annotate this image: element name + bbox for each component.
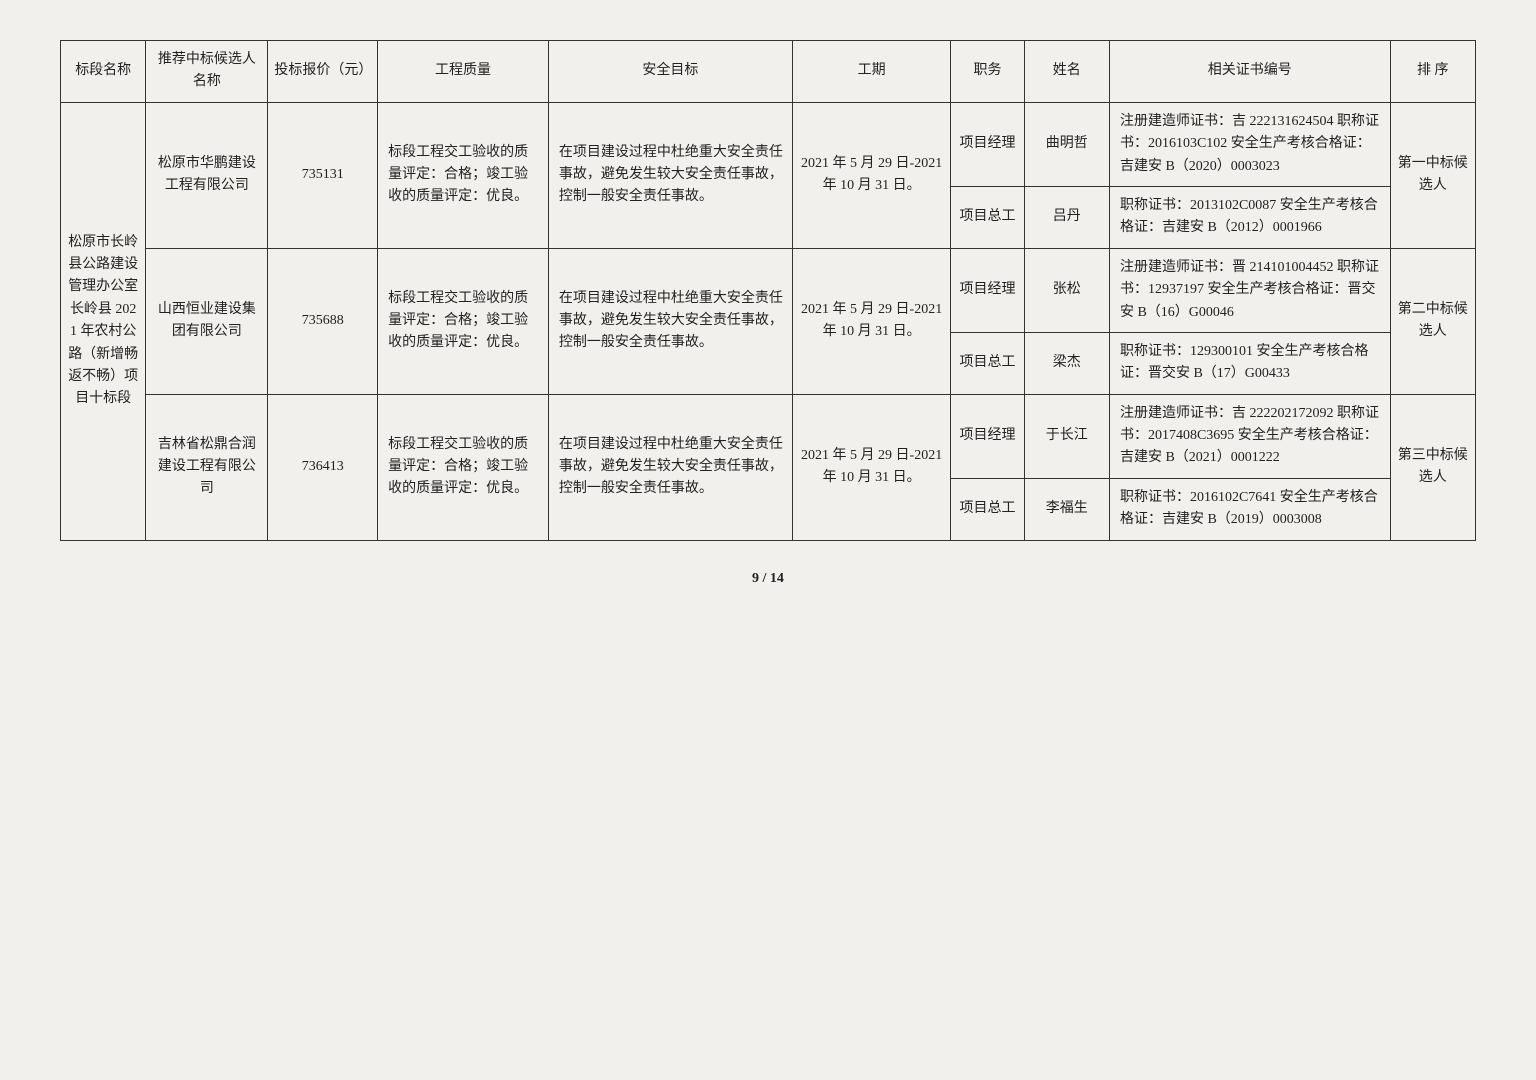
role-cell: 项目总工: [951, 186, 1024, 248]
table-row: 山西恒业建设集团有限公司 735688 标段工程交工验收的质量评定：合格；竣工验…: [61, 248, 1476, 332]
cert-cell: 注册建造师证书：吉 222202172092 职称证书：2017408C3695…: [1109, 394, 1390, 478]
cert-cell: 职称证书：2016102C7641 安全生产考核合格证：吉建安 B（2019）0…: [1109, 478, 1390, 540]
safety-cell: 在项目建设过程中杜绝重大安全责任事故，避免发生较大安全责任事故，控制一般安全责任…: [548, 248, 792, 394]
role-cell: 项目总工: [951, 332, 1024, 394]
quality-cell: 标段工程交工验收的质量评定：合格；竣工验收的质量评定：优良。: [378, 248, 549, 394]
h-candidate: 推荐中标候选人名称: [146, 41, 268, 103]
h-name: 姓名: [1024, 41, 1109, 103]
rank-cell: 第二中标候选人: [1390, 248, 1475, 394]
h-bid: 投标报价（元）: [268, 41, 378, 103]
role-cell: 项目经理: [951, 102, 1024, 186]
name-cell: 曲明哲: [1024, 102, 1109, 186]
table-row: 吉林省松鼎合润建设工程有限公司 736413 标段工程交工验收的质量评定：合格；…: [61, 394, 1476, 478]
name-cell: 于长江: [1024, 394, 1109, 478]
rank-cell: 第三中标候选人: [1390, 394, 1475, 540]
quality-cell: 标段工程交工验收的质量评定：合格；竣工验收的质量评定：优良。: [378, 102, 549, 248]
cert-cell: 职称证书：129300101 安全生产考核合格证：晋交安 B（17）G00433: [1109, 332, 1390, 394]
h-role: 职务: [951, 41, 1024, 103]
company-cell: 松原市华鹏建设工程有限公司: [146, 102, 268, 248]
table-row: 松原市长岭县公路建设管理办公室长岭县 2021 年农村公路（新增畅返不畅）项目十…: [61, 102, 1476, 186]
section-cell: 松原市长岭县公路建设管理办公室长岭县 2021 年农村公路（新增畅返不畅）项目十…: [61, 102, 146, 540]
role-cell: 项目经理: [951, 248, 1024, 332]
period-cell: 2021 年 5 月 29 日-2021 年 10 月 31 日。: [792, 394, 951, 540]
h-period: 工期: [792, 41, 951, 103]
period-cell: 2021 年 5 月 29 日-2021 年 10 月 31 日。: [792, 248, 951, 394]
period-cell: 2021 年 5 月 29 日-2021 年 10 月 31 日。: [792, 102, 951, 248]
company-cell: 吉林省松鼎合润建设工程有限公司: [146, 394, 268, 540]
bid-cell: 735131: [268, 102, 378, 248]
bid-cell: 735688: [268, 248, 378, 394]
name-cell: 李福生: [1024, 478, 1109, 540]
h-section: 标段名称: [61, 41, 146, 103]
role-cell: 项目经理: [951, 394, 1024, 478]
role-cell: 项目总工: [951, 478, 1024, 540]
h-rank: 排 序: [1390, 41, 1475, 103]
bid-table: 标段名称 推荐中标候选人名称 投标报价（元） 工程质量 安全目标 工期 职务 姓…: [60, 40, 1476, 541]
name-cell: 吕丹: [1024, 186, 1109, 248]
rank-cell: 第一中标候选人: [1390, 102, 1475, 248]
cert-cell: 注册建造师证书：晋 214101004452 职称证书：12937197 安全生…: [1109, 248, 1390, 332]
h-cert: 相关证书编号: [1109, 41, 1390, 103]
quality-cell: 标段工程交工验收的质量评定：合格；竣工验收的质量评定：优良。: [378, 394, 549, 540]
name-cell: 梁杰: [1024, 332, 1109, 394]
safety-cell: 在项目建设过程中杜绝重大安全责任事故，避免发生较大安全责任事故，控制一般安全责任…: [548, 394, 792, 540]
h-safety: 安全目标: [548, 41, 792, 103]
safety-cell: 在项目建设过程中杜绝重大安全责任事故，避免发生较大安全责任事故，控制一般安全责任…: [548, 102, 792, 248]
cert-cell: 注册建造师证书：吉 222131624504 职称证书：2016103C102 …: [1109, 102, 1390, 186]
bid-cell: 736413: [268, 394, 378, 540]
company-cell: 山西恒业建设集团有限公司: [146, 248, 268, 394]
name-cell: 张松: [1024, 248, 1109, 332]
header-row: 标段名称 推荐中标候选人名称 投标报价（元） 工程质量 安全目标 工期 职务 姓…: [61, 41, 1476, 103]
cert-cell: 职称证书：2013102C0087 安全生产考核合格证：吉建安 B（2012）0…: [1109, 186, 1390, 248]
page-number: 9 / 14: [60, 571, 1476, 587]
h-quality: 工程质量: [378, 41, 549, 103]
